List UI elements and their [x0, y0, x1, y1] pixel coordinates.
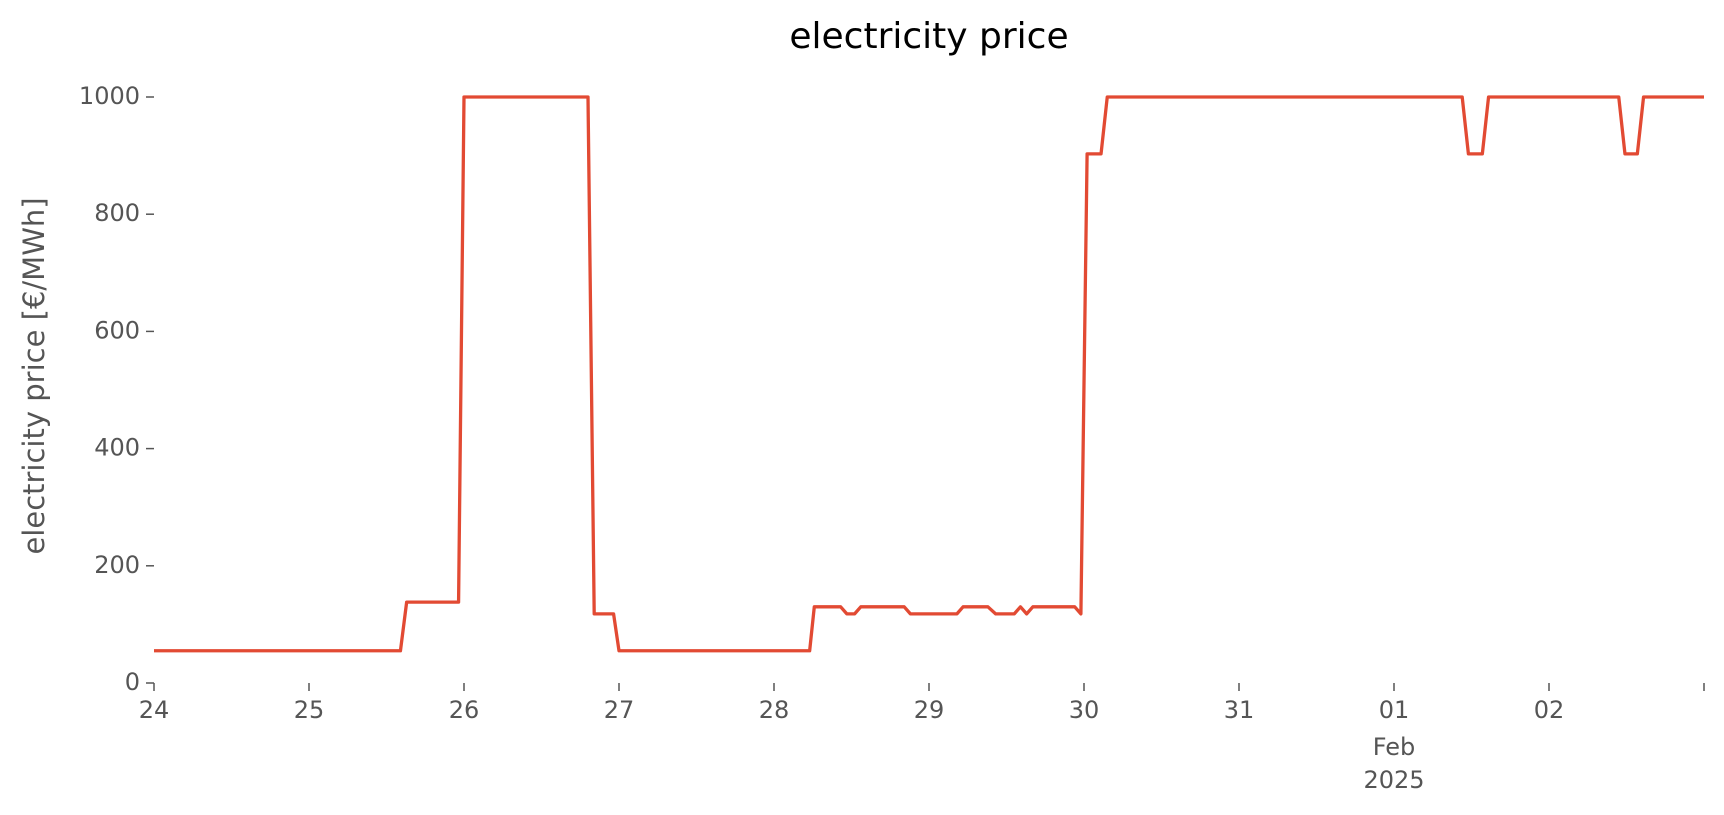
x-tick-label: 02: [1534, 696, 1565, 724]
chart-title: electricity price: [789, 16, 1068, 57]
x-tick-label: 25: [294, 696, 325, 724]
x-tick-label: 24: [139, 696, 170, 724]
x-tick-label: 30: [1069, 696, 1100, 724]
x-tick-sublabel: 2025: [1363, 766, 1424, 794]
y-tick-label: 400: [94, 434, 140, 462]
y-tick-label: 1000: [79, 82, 140, 110]
y-tick-label: 200: [94, 551, 140, 579]
y-tick-label: 0: [125, 668, 140, 696]
x-tick-label: 29: [914, 696, 945, 724]
y-tick-label: 800: [94, 199, 140, 227]
x-tick-label: 26: [449, 696, 480, 724]
x-tick-label: 27: [604, 696, 635, 724]
y-tick-label: 600: [94, 316, 140, 344]
y-axis-label: electricity price [€/MWh]: [17, 197, 51, 554]
x-tick-label: 01: [1379, 696, 1410, 724]
x-tick-label: 31: [1224, 696, 1255, 724]
price-line: [154, 95, 1704, 653]
x-tick-label: 28: [759, 696, 790, 724]
x-tick-sublabel: Feb: [1373, 733, 1416, 761]
